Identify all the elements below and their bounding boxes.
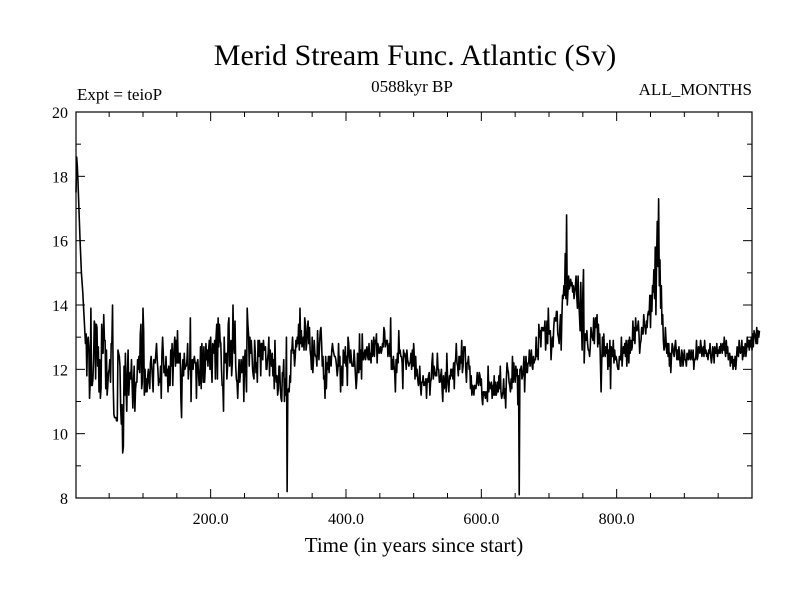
y-tick-label: 20 (52, 105, 68, 122)
y-tick-label: 10 (52, 427, 68, 444)
experiment-label: Expt = teioP (77, 85, 162, 104)
y-tick-label: 8 (60, 491, 68, 508)
y-tick-label: 14 (52, 298, 68, 315)
data-series (75, 156, 761, 496)
x-tick-label: 200.0 (193, 511, 229, 528)
y-tick-label: 18 (52, 169, 68, 186)
x-tick-label: 400.0 (328, 511, 364, 528)
months-label: ALL_MONTHS (639, 80, 752, 99)
series-line (75, 156, 761, 496)
plot-frame (75, 111, 753, 499)
chart-title: Merid Stream Func. Atlantic (Sv) (214, 39, 616, 72)
y-tick-label: 16 (52, 234, 68, 251)
x-tick-label: 800.0 (599, 511, 635, 528)
x-tick-label: 600.0 (463, 511, 499, 528)
y-tick-label: 12 (52, 362, 68, 379)
period-label: 0588kyr BP (371, 77, 453, 96)
axis-tick-labels: 8 10 12 14 16 18 20 200.0 400.0 600.0 800.0 (52, 105, 635, 528)
x-axis-label: Time (in years since start) (305, 533, 524, 557)
